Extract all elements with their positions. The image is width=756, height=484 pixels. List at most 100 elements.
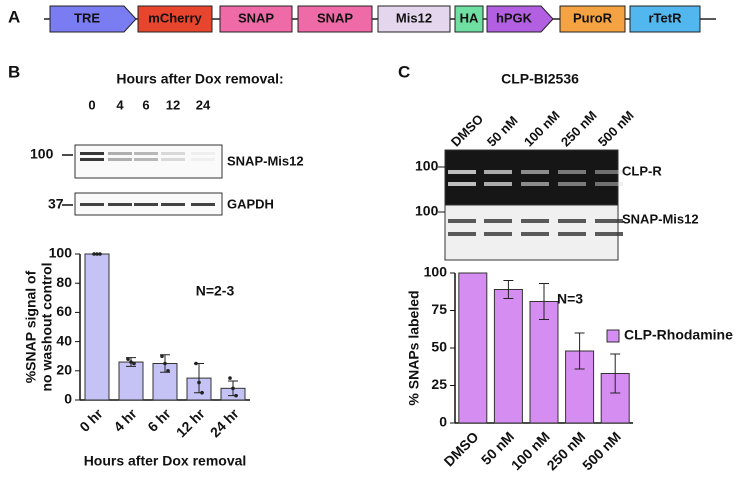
blot-band xyxy=(134,152,158,155)
blot-title: CLP-BI2536 xyxy=(501,71,579,87)
blot-band xyxy=(161,203,185,206)
data-point xyxy=(228,376,232,380)
construct-element xyxy=(137,5,213,33)
legend-label: CLP-Rhodamine xyxy=(624,327,733,343)
data-point xyxy=(129,360,133,364)
construct-element xyxy=(454,5,484,33)
construct-label: mCherry xyxy=(148,10,202,25)
blot-band xyxy=(484,219,512,223)
blot-band xyxy=(484,170,512,174)
blot-band xyxy=(595,232,623,236)
annotation: N=3 xyxy=(557,291,583,307)
blot-band xyxy=(484,232,512,236)
construct-label: HA xyxy=(460,10,479,25)
x-tick-label: 250 nM xyxy=(543,428,588,473)
data-point xyxy=(197,380,201,385)
band-label: SNAP-Mis12 xyxy=(622,211,699,226)
blot-band xyxy=(108,203,132,206)
blot-band xyxy=(558,182,586,186)
data-point xyxy=(200,390,204,395)
blot xyxy=(74,144,223,179)
blot-band xyxy=(595,219,623,223)
blot-band xyxy=(108,152,132,155)
data-point xyxy=(132,361,136,366)
blot-band xyxy=(521,232,549,236)
construct-element xyxy=(377,5,451,33)
band-label: GAPDH xyxy=(227,196,274,211)
x-tick-label: DMSO xyxy=(441,428,482,469)
data-point xyxy=(92,252,96,256)
bar xyxy=(458,272,488,424)
blot-band xyxy=(134,158,158,161)
data-point xyxy=(231,386,235,391)
blot-band xyxy=(134,203,158,206)
construct-label: SNAP xyxy=(317,10,353,25)
lane-label: 4 xyxy=(116,97,124,112)
data-point xyxy=(98,252,102,256)
x-tick-label: 0 hr xyxy=(76,405,106,435)
error-bar xyxy=(610,353,621,394)
legend-swatch xyxy=(606,329,620,343)
lane-label: 0 xyxy=(88,97,95,112)
bar xyxy=(118,361,144,401)
data-point xyxy=(126,357,130,361)
y-tick-label: 20 xyxy=(56,362,72,378)
marker-label: 100 xyxy=(415,203,439,219)
blot xyxy=(444,149,619,206)
construct-label: TRE xyxy=(74,10,100,25)
x-tick-label: 12 hr xyxy=(173,405,208,440)
x-tick-label: 24 hr xyxy=(207,405,242,440)
lane-label: 6 xyxy=(142,97,149,112)
lane-label: 50 nM xyxy=(484,113,521,150)
construct-element xyxy=(629,5,701,33)
lane-label: DMSO xyxy=(448,111,486,149)
y-tick-label: 80 xyxy=(56,274,72,290)
construct-element xyxy=(297,5,373,33)
data-point xyxy=(160,354,164,359)
blot-band xyxy=(161,152,185,155)
y-tick-label: 60 xyxy=(56,303,72,319)
blot-band xyxy=(448,232,476,236)
band-label: CLP-R xyxy=(622,163,662,178)
blot-band xyxy=(558,170,586,174)
construct-label: Mis12 xyxy=(396,10,432,25)
bar xyxy=(529,301,559,424)
construct-label: rTetR xyxy=(649,10,683,25)
bar xyxy=(84,253,110,401)
lane-label: 500 nM xyxy=(595,108,637,150)
marker-label: 37 xyxy=(48,196,64,212)
blot-band xyxy=(161,158,185,161)
construct-element xyxy=(49,5,137,33)
y-tick-label: 0 xyxy=(439,414,447,430)
y-tick-label: 25 xyxy=(431,376,447,392)
y-tick-label: 100 xyxy=(49,245,73,261)
y-axis-label: no washout control xyxy=(39,262,55,391)
blot-band xyxy=(80,158,104,161)
blot-band xyxy=(191,158,215,161)
blot-band xyxy=(448,219,476,223)
blot-band xyxy=(448,182,476,186)
construct-label: SNAP xyxy=(238,10,274,25)
blot-band xyxy=(80,152,104,155)
blot-band xyxy=(484,182,512,186)
marker-label: 100 xyxy=(415,158,439,174)
x-tick-label: 100 nM xyxy=(508,428,553,473)
blot-band xyxy=(80,203,104,206)
construct-element xyxy=(486,5,554,33)
y-tick-label: 75 xyxy=(431,301,447,317)
blot-band xyxy=(191,152,215,155)
data-point xyxy=(166,369,170,373)
bar xyxy=(493,289,523,424)
panel-label: C xyxy=(398,62,410,81)
lane-label: 24 xyxy=(196,97,211,112)
lane-label: 100 nM xyxy=(521,108,563,150)
error-bar xyxy=(539,283,549,320)
y-tick-label: 40 xyxy=(56,332,72,348)
lane-label: 12 xyxy=(166,97,180,112)
construct-element xyxy=(559,5,626,33)
blot-band xyxy=(558,219,586,223)
y-axis-label: % SNAPs labeled xyxy=(406,290,422,405)
blot-band xyxy=(595,170,623,174)
x-tick-label: 6 hr xyxy=(144,405,174,435)
y-tick-label: 50 xyxy=(431,339,447,355)
